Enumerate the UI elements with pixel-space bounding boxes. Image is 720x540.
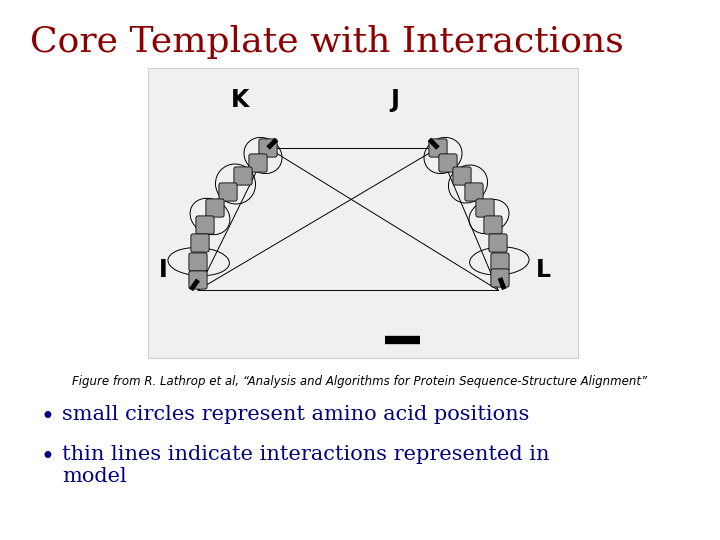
FancyBboxPatch shape [206, 199, 224, 217]
Text: Figure from R. Lathrop et al, “Analysis and Algorithms for Protein Sequence-Stru: Figure from R. Lathrop et al, “Analysis … [73, 375, 647, 388]
Text: thin lines indicate interactions represented in
model: thin lines indicate interactions represe… [62, 445, 549, 486]
FancyBboxPatch shape [465, 183, 483, 201]
FancyBboxPatch shape [259, 139, 277, 157]
FancyBboxPatch shape [189, 271, 207, 289]
FancyBboxPatch shape [249, 154, 267, 172]
FancyBboxPatch shape [489, 234, 507, 252]
Text: K: K [231, 88, 249, 112]
FancyBboxPatch shape [189, 253, 207, 271]
FancyBboxPatch shape [219, 183, 237, 201]
FancyBboxPatch shape [491, 269, 509, 287]
Text: J: J [390, 88, 400, 112]
FancyBboxPatch shape [429, 139, 447, 157]
Text: •: • [40, 445, 54, 469]
Text: L: L [536, 258, 551, 282]
FancyBboxPatch shape [148, 68, 578, 358]
FancyBboxPatch shape [491, 253, 509, 271]
Text: •: • [40, 405, 54, 429]
FancyBboxPatch shape [234, 167, 252, 185]
FancyBboxPatch shape [484, 216, 502, 234]
FancyBboxPatch shape [476, 199, 494, 217]
Text: small circles represent amino acid positions: small circles represent amino acid posit… [62, 405, 529, 424]
FancyBboxPatch shape [196, 216, 214, 234]
FancyBboxPatch shape [191, 234, 209, 252]
FancyBboxPatch shape [453, 167, 471, 185]
Text: I: I [158, 258, 167, 282]
FancyBboxPatch shape [439, 154, 457, 172]
Text: Core Template with Interactions: Core Template with Interactions [30, 25, 624, 59]
